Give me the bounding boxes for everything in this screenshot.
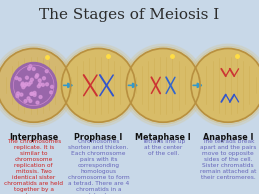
Circle shape xyxy=(45,70,48,73)
Circle shape xyxy=(122,44,204,127)
Text: Anaphase I: Anaphase I xyxy=(203,133,253,142)
Circle shape xyxy=(15,77,18,80)
Circle shape xyxy=(18,78,21,81)
Circle shape xyxy=(36,74,39,77)
Circle shape xyxy=(39,95,42,99)
Circle shape xyxy=(39,83,42,86)
Circle shape xyxy=(32,68,35,70)
Circle shape xyxy=(21,84,24,87)
Circle shape xyxy=(57,44,140,127)
Circle shape xyxy=(28,67,31,70)
Circle shape xyxy=(27,83,30,86)
Circle shape xyxy=(42,77,45,80)
Circle shape xyxy=(27,97,30,100)
Circle shape xyxy=(31,92,34,95)
Circle shape xyxy=(0,48,70,122)
Circle shape xyxy=(126,48,200,122)
Circle shape xyxy=(23,84,26,87)
Circle shape xyxy=(62,48,135,122)
Circle shape xyxy=(51,85,53,88)
Text: Prophase I: Prophase I xyxy=(74,133,123,142)
Circle shape xyxy=(16,95,19,98)
Circle shape xyxy=(36,101,39,104)
Circle shape xyxy=(22,86,25,89)
Circle shape xyxy=(37,85,40,88)
Circle shape xyxy=(25,82,28,85)
Circle shape xyxy=(59,46,138,124)
Circle shape xyxy=(33,94,36,96)
Circle shape xyxy=(25,76,28,79)
Circle shape xyxy=(17,92,19,95)
Circle shape xyxy=(191,48,259,122)
Text: Metaphase I: Metaphase I xyxy=(135,133,191,142)
Circle shape xyxy=(30,78,33,81)
Circle shape xyxy=(0,44,75,127)
Circle shape xyxy=(29,100,32,102)
Circle shape xyxy=(46,83,48,86)
Text: Interphase: Interphase xyxy=(9,133,58,142)
Circle shape xyxy=(189,46,259,124)
Text: The Stages of Meiosis I: The Stages of Meiosis I xyxy=(39,8,220,22)
Circle shape xyxy=(0,46,73,124)
Circle shape xyxy=(29,65,32,68)
Circle shape xyxy=(38,79,41,82)
Circle shape xyxy=(124,46,202,124)
Text: Tetrads line up
at the center
of the cell.: Tetrads line up at the center of the cel… xyxy=(142,139,185,156)
Circle shape xyxy=(33,91,36,94)
Circle shape xyxy=(35,75,38,78)
Text: Chromosomes
shorten and thicken.
Each chromosome
pairs with its
corresponding
ho: Chromosomes shorten and thicken. Each ch… xyxy=(68,139,129,194)
Circle shape xyxy=(30,93,33,95)
Circle shape xyxy=(41,83,44,86)
Circle shape xyxy=(11,62,56,108)
Circle shape xyxy=(50,91,53,94)
Circle shape xyxy=(24,100,27,103)
Circle shape xyxy=(187,44,259,127)
Text: The tetrads break
apart and the pairs
move to opposite
sides of the cell.
Sister: The tetrads break apart and the pairs mo… xyxy=(200,139,256,180)
Text: The chromosomes
replicate. It is
similar to
chromosome
replication of
mitosis. T: The chromosomes replicate. It is similar… xyxy=(4,139,63,194)
Circle shape xyxy=(21,82,24,85)
Circle shape xyxy=(20,93,23,96)
Circle shape xyxy=(29,81,32,84)
